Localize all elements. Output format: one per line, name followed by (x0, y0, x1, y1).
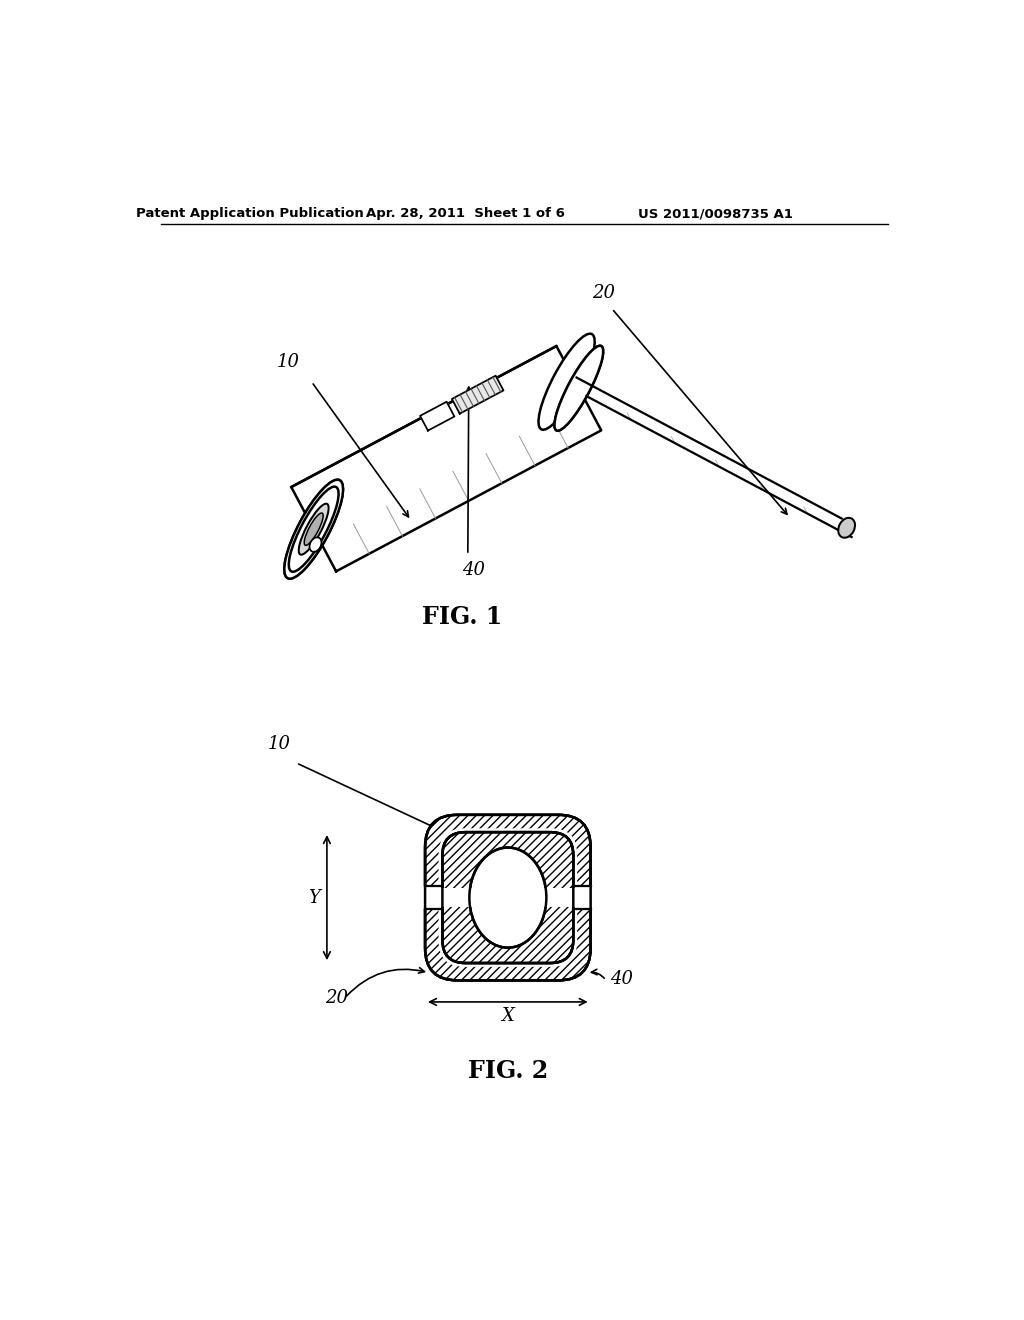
Text: 20: 20 (593, 284, 615, 302)
Text: FIG. 2: FIG. 2 (468, 1059, 548, 1082)
Bar (538, 888, 593, 907)
Ellipse shape (304, 513, 324, 545)
Polygon shape (420, 401, 455, 430)
Ellipse shape (289, 487, 339, 572)
FancyBboxPatch shape (425, 814, 591, 981)
Ellipse shape (304, 513, 324, 545)
FancyBboxPatch shape (442, 832, 573, 964)
Ellipse shape (839, 517, 855, 537)
Ellipse shape (299, 504, 329, 554)
Ellipse shape (289, 487, 339, 572)
Ellipse shape (285, 479, 343, 578)
Ellipse shape (554, 346, 603, 430)
Text: 40: 40 (610, 970, 633, 987)
Ellipse shape (469, 847, 547, 948)
Ellipse shape (285, 479, 343, 578)
Polygon shape (291, 346, 601, 572)
Ellipse shape (299, 504, 329, 554)
Text: Apr. 28, 2011  Sheet 1 of 6: Apr. 28, 2011 Sheet 1 of 6 (366, 207, 565, 220)
Bar (421, 886, 458, 909)
Ellipse shape (554, 346, 603, 430)
Text: 10: 10 (276, 354, 300, 371)
FancyBboxPatch shape (438, 829, 578, 966)
Text: US 2011/0098735 A1: US 2011/0098735 A1 (638, 207, 794, 220)
Text: Y: Y (308, 888, 319, 907)
Text: 10: 10 (267, 735, 291, 752)
Polygon shape (452, 376, 504, 413)
Polygon shape (577, 378, 852, 537)
Text: 40: 40 (462, 561, 484, 579)
Bar (424, 888, 479, 907)
Bar (562, 886, 598, 909)
Ellipse shape (309, 537, 322, 552)
Ellipse shape (539, 334, 595, 430)
Text: Patent Application Publication: Patent Application Publication (136, 207, 364, 220)
Text: X: X (502, 1007, 514, 1024)
Text: 20: 20 (325, 989, 348, 1007)
Text: FIG. 1: FIG. 1 (422, 605, 502, 628)
